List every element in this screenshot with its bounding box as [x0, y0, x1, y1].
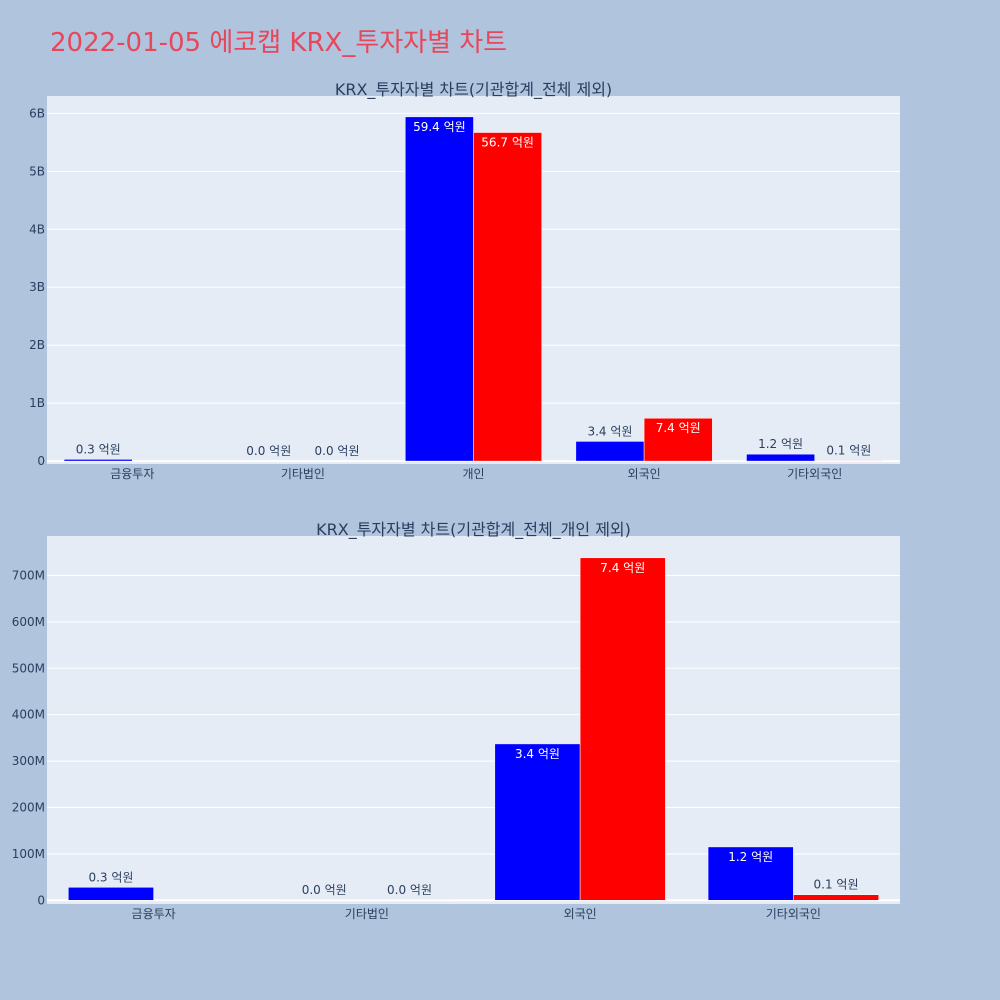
data-label: 0.0 억원	[387, 883, 432, 897]
data-label: 3.4 억원	[515, 747, 560, 761]
x-tick-label: 외국인	[564, 907, 597, 921]
data-label: 3.4 억원	[587, 424, 632, 438]
bar	[575, 441, 645, 462]
y-tick-label: 6B	[29, 106, 45, 120]
data-label: 56.7 억원	[481, 136, 534, 150]
bar	[746, 453, 815, 462]
y-tick-label: 500M	[12, 661, 45, 675]
data-label: 0.1 억원	[826, 444, 871, 458]
data-label: 1.2 억원	[758, 437, 803, 451]
y-tick-label: 300M	[12, 754, 45, 768]
x-tick-label: 기타외국인	[766, 907, 821, 921]
plot-area	[47, 536, 900, 904]
y-tick-label: 2B	[29, 338, 45, 352]
y-tick-label: 0	[37, 893, 45, 907]
bar	[793, 894, 879, 901]
y-tick-label: 600M	[12, 615, 45, 629]
bar	[707, 846, 794, 901]
data-label: 0.3 억원	[76, 442, 121, 456]
data-label: 1.2 억원	[728, 850, 773, 864]
data-label: 0.0 억원	[302, 883, 347, 897]
y-tick-label: 1B	[29, 396, 45, 410]
bar	[63, 459, 133, 462]
y-tick-label: 3B	[29, 280, 45, 294]
y-tick-label: 4B	[29, 222, 45, 236]
page-title: 2022-01-05 에코캡 KRX_투자자별 차트	[50, 28, 508, 58]
data-label: 59.4 억원	[413, 120, 466, 134]
x-tick-label: 기타법인	[281, 467, 325, 481]
y-tick-label: 0	[37, 454, 45, 468]
bar	[68, 887, 154, 901]
chart-1: 0 1B 2B 3B 4B 5B 6B KRX_투자자별 차트(기관합계_전체 제외) 금융투자…	[29, 80, 900, 481]
data-label: 7.4 억원	[600, 561, 645, 575]
y-tick-label: 100M	[12, 847, 45, 861]
x-tick-label: 외국인	[628, 467, 661, 481]
data-label: 7.4 억원	[656, 421, 701, 435]
bar	[643, 417, 713, 462]
y-tick-label: 5B	[29, 164, 45, 178]
x-tick-label: 금융투자	[110, 467, 154, 481]
data-label: 0.0 억원	[246, 444, 291, 458]
x-tick-label: 개인	[462, 467, 484, 481]
data-label: 0.3 억원	[88, 870, 133, 884]
bar	[473, 132, 542, 462]
x-tick-label: 기타법인	[345, 907, 389, 921]
data-label: 0.1 억원	[814, 878, 859, 892]
x-tick-label: 기타외국인	[787, 467, 842, 481]
chart-2: 0 100M 200M 300M 400M 500M 600M 700M KRX_투자자별 차트…	[12, 520, 900, 921]
bar	[579, 557, 666, 901]
y-tick-label: 400M	[12, 708, 45, 722]
chart-title: KRX_투자자별 차트(기관합계_전체 제외)	[335, 80, 612, 100]
data-label: 0.0 억원	[315, 444, 360, 458]
y-tick-label: 200M	[12, 800, 45, 814]
bar	[405, 116, 474, 462]
bar	[494, 743, 581, 901]
bar	[814, 460, 884, 462]
x-tick-label: 금융투자	[132, 907, 176, 921]
y-tick-label: 700M	[12, 568, 45, 582]
chart-title: KRX_투자자별 차트(기관합계_전체_개인 제외)	[316, 520, 631, 540]
